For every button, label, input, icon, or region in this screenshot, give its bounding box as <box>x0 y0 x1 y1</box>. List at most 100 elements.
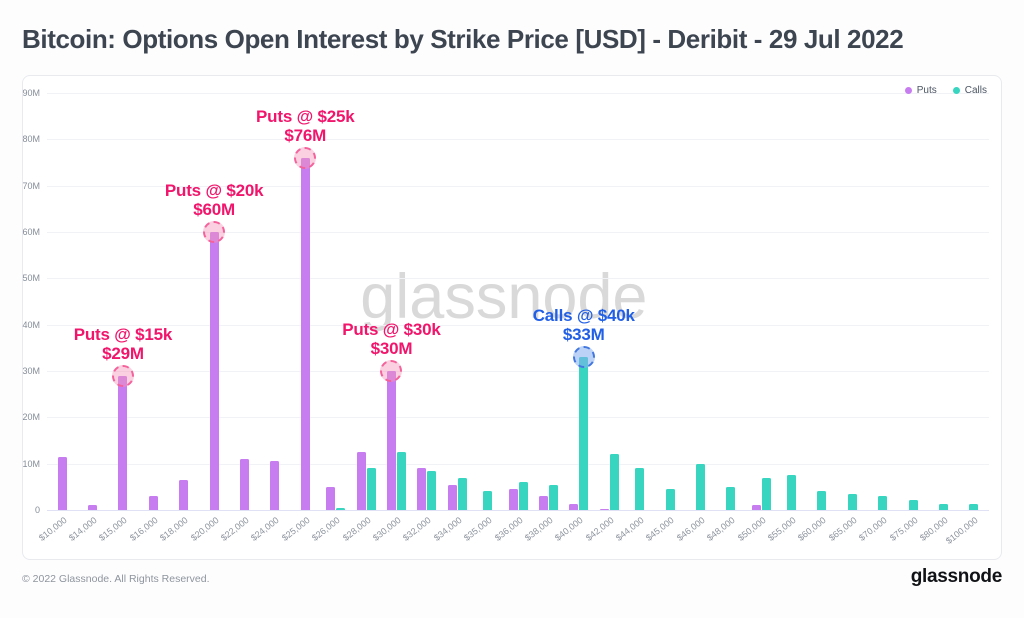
y-axis-tick: 10M <box>22 458 40 469</box>
calls-bar[interactable] <box>579 357 589 510</box>
gridline-0 <box>47 510 989 511</box>
puts-bar[interactable] <box>508 489 518 510</box>
puts-bar[interactable] <box>179 479 189 510</box>
calls-bar[interactable] <box>761 477 771 510</box>
highlight-circle-40000 <box>572 346 595 369</box>
category-slot: $46,000 <box>675 93 715 543</box>
bar-group <box>77 93 107 510</box>
y-axis-tick: 30M <box>22 366 40 376</box>
calls-bar[interactable] <box>635 468 645 510</box>
category-slot: $10,000 <box>37 93 77 543</box>
x-axis-tick: $75,000 <box>887 515 920 543</box>
category-slot: $15,000 <box>97 93 138 543</box>
calls-bar[interactable] <box>787 475 797 510</box>
category-slot: $48,000 <box>705 93 746 543</box>
bar-group <box>868 93 898 510</box>
legend-dot-icon <box>952 87 960 94</box>
puts-bar[interactable] <box>356 452 366 510</box>
bar-group <box>807 93 837 510</box>
calls-bar[interactable] <box>726 486 736 510</box>
calls-bar[interactable] <box>366 468 376 510</box>
puts-bar[interactable] <box>447 484 457 510</box>
calls-bar[interactable] <box>695 463 705 510</box>
calls-bar[interactable] <box>336 507 346 510</box>
category-slot: $44,000 <box>614 93 654 543</box>
puts-bar[interactable] <box>209 232 219 510</box>
puts-bar[interactable] <box>240 459 250 510</box>
category-slot: $25,000 <box>280 93 320 543</box>
bar-group <box>928 93 958 510</box>
bar-group <box>746 93 776 510</box>
calls-bar[interactable] <box>939 503 949 510</box>
bar-group <box>260 93 290 510</box>
category-slot: $45,000 <box>644 93 685 543</box>
highlight-circle-25000 <box>294 146 317 169</box>
puts-bar[interactable] <box>270 461 280 510</box>
puts-bar[interactable] <box>417 468 427 510</box>
bar-group <box>108 93 138 510</box>
annotation-15000: Puts @ $15k $29M <box>74 325 173 363</box>
calls-bar[interactable] <box>609 454 619 510</box>
x-axis-tick: $60,000 <box>796 515 829 543</box>
gridline-10M <box>47 463 989 465</box>
highlight-circle-20000 <box>203 221 226 243</box>
gridline-90M <box>47 93 989 94</box>
puts-bar[interactable] <box>118 375 128 510</box>
gridline-80M <box>47 139 989 141</box>
puts-bar[interactable] <box>386 371 396 510</box>
puts-bar[interactable] <box>148 496 158 510</box>
category-slot: $26,000 <box>310 93 351 543</box>
x-axis-tick: $24,000 <box>249 515 282 543</box>
calls-bar[interactable] <box>665 489 675 510</box>
copyright-text: © 2022 Glassnode. All Rights Reserved. <box>22 573 210 585</box>
category-slot: $55,000 <box>766 93 806 543</box>
category-slot: $18,000 <box>158 93 199 543</box>
puts-bar[interactable] <box>88 505 98 510</box>
puts-bar[interactable] <box>751 505 761 510</box>
category-slot: $34,000 <box>432 93 472 543</box>
calls-bar[interactable] <box>817 490 827 510</box>
category-slot: $38,000 <box>523 93 563 543</box>
legend-item-calls[interactable]: Calls <box>952 85 987 96</box>
calls-bar[interactable] <box>427 470 437 510</box>
calls-bar[interactable] <box>483 491 493 510</box>
calls-bar[interactable] <box>518 482 528 510</box>
calls-bar[interactable] <box>969 504 979 510</box>
x-axis-tick: $30,000 <box>370 515 403 543</box>
bar-group <box>442 93 472 510</box>
calls-bar[interactable] <box>548 484 558 510</box>
category-slot: $16,000 <box>128 93 168 543</box>
calls-bar[interactable] <box>847 493 857 510</box>
annotation-25000: Puts @ $25k $76M <box>256 107 355 145</box>
puts-bar[interactable] <box>599 508 609 510</box>
bar-group <box>351 93 381 510</box>
glassnode-watermark: glassnode <box>360 262 648 333</box>
y-axis-tick: 70M <box>22 180 40 191</box>
bar-slots: $10,000 $14,000 $15,000 $16,000 $18,000 $20,0… <box>37 93 989 546</box>
calls-bar[interactable] <box>457 477 467 510</box>
category-slot: $32,000 <box>401 93 442 543</box>
calls-bar[interactable] <box>878 496 888 510</box>
puts-bar[interactable] <box>538 496 548 510</box>
gridline-20M <box>47 417 989 419</box>
puts-bar[interactable] <box>300 157 310 510</box>
calls-bar[interactable] <box>908 499 918 510</box>
calls-bar[interactable] <box>396 452 406 510</box>
y-axis-tick: 40M <box>22 319 40 330</box>
gridline-60M <box>47 232 989 233</box>
category-slot: $70,000 <box>857 93 898 543</box>
puts-bar[interactable] <box>57 456 67 510</box>
category-slot: $60,000 <box>796 93 837 543</box>
x-axis-tick: $38,000 <box>522 515 555 543</box>
legend-item-puts[interactable]: Puts <box>904 85 937 96</box>
puts-bar[interactable] <box>569 504 579 510</box>
category-slot: $14,000 <box>67 93 107 543</box>
x-axis-tick: $32,000 <box>401 515 434 543</box>
puts-bar[interactable] <box>326 486 336 510</box>
x-axis-tick: $35,000 <box>462 515 494 543</box>
category-slot: $42,000 <box>584 93 624 543</box>
x-axis-tick: $36,000 <box>492 515 525 543</box>
category-slot: $40,000 <box>553 93 594 543</box>
bar-group <box>381 93 411 510</box>
